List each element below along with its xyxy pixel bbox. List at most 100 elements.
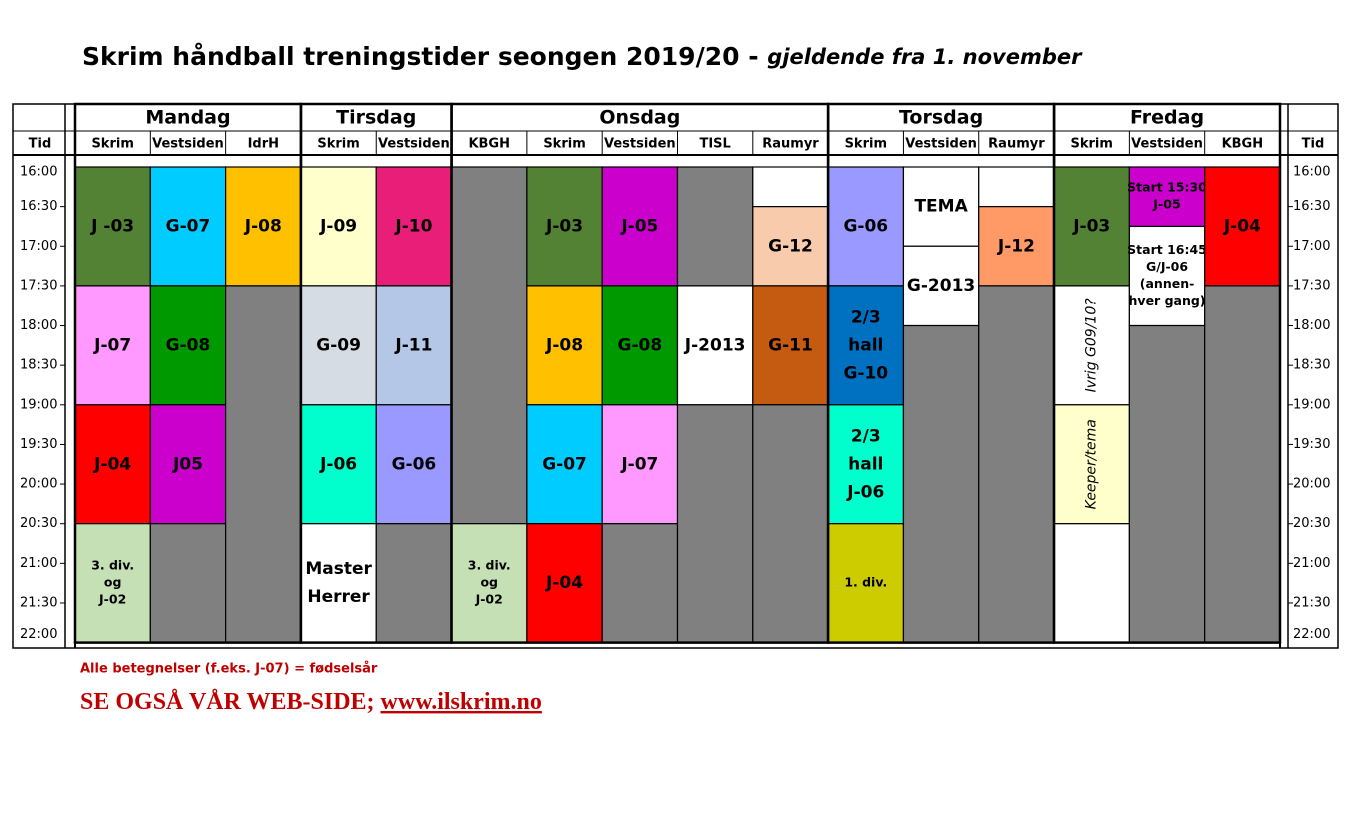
block-label: Start 15:30 [1127, 180, 1207, 195]
time-block [149, 285, 227, 406]
time-label: 18:00 [1293, 318, 1330, 333]
time-label: 22:00 [1293, 627, 1330, 642]
time-block [450, 166, 528, 525]
time-label: 21:00 [1293, 556, 1330, 571]
time-block [300, 285, 377, 406]
time-label: 16:00 [20, 165, 57, 180]
block-label: J-03 [545, 216, 583, 236]
venue-name: Vestsiden [378, 137, 450, 152]
block-label: 3. div. [468, 558, 511, 573]
block-label: G-12 [768, 236, 813, 256]
day-name: Torsdag [899, 107, 983, 129]
time-block [752, 285, 829, 406]
block-label: J-2013 [684, 335, 746, 355]
time-label: 21:00 [20, 556, 57, 571]
venue-name: Raumyr [762, 137, 819, 152]
time-block [827, 166, 905, 287]
time-block [74, 404, 151, 525]
title-sub: gjeldende fra 1. november [767, 45, 1083, 69]
time-label: 21:30 [1293, 595, 1330, 610]
block-label: G-2013 [907, 276, 975, 296]
block-label: Keeper/tema [1084, 419, 1100, 509]
block-label: hall [848, 335, 883, 355]
time-block [74, 166, 151, 287]
time-block [300, 166, 377, 287]
block-label: 2/3 [851, 426, 881, 446]
table-border [12, 103, 1339, 649]
time-block [902, 245, 980, 327]
time-block [375, 166, 453, 287]
block-label: G/J-06 [1146, 259, 1188, 274]
time-block [225, 166, 302, 287]
time-block [1053, 285, 1130, 406]
time-label: 20:00 [1293, 477, 1330, 492]
time-block [1128, 324, 1206, 644]
time-block [752, 206, 829, 287]
time-block [601, 523, 679, 644]
time-block [300, 404, 377, 525]
venue-name: Vestsiden [152, 137, 224, 152]
time-label: 17:00 [1293, 239, 1330, 254]
block-label: TEMA [914, 197, 968, 217]
time-block [676, 166, 754, 287]
block-label: G-06 [392, 454, 437, 474]
time-label: 19:30 [1293, 437, 1330, 452]
time-block [526, 285, 603, 406]
time-block [149, 523, 227, 644]
block-label: J-07 [93, 335, 131, 355]
day-name: Fredag [1130, 107, 1204, 129]
block-label: Ivrig G09/10? [1084, 298, 1100, 393]
see-also: SE OGSÅ VÅR WEB-SIDE; www.ilskrim.no [80, 689, 542, 715]
block-label: J-12 [997, 236, 1035, 256]
time-block [526, 404, 603, 525]
venue-name: KBGH [468, 137, 510, 152]
block-label: J-02 [475, 592, 503, 607]
time-label: 22:00 [20, 627, 57, 642]
venue-name: Vestsiden [1131, 137, 1203, 152]
time-label: 17:30 [20, 278, 57, 293]
time-block [601, 285, 679, 406]
time-block [978, 206, 1055, 287]
time-block [752, 166, 829, 208]
time-label: 20:30 [1293, 516, 1330, 531]
time-block [375, 404, 453, 525]
time-label: 19:00 [1293, 397, 1330, 412]
venue-name: KBGH [1222, 137, 1264, 152]
block-label: J-10 [394, 216, 432, 236]
block-label: J-03 [1072, 216, 1110, 236]
day-name: Tirsdag [336, 107, 416, 129]
block-label: Herrer [307, 587, 370, 607]
time-block [375, 523, 453, 644]
time-block [827, 404, 905, 525]
block-label: J05 [172, 454, 203, 474]
day-name: Onsdag [599, 107, 680, 129]
block-label: J -03 [90, 216, 134, 236]
venue-name: Skrim [543, 137, 585, 152]
time-block [978, 166, 1055, 208]
time-label: 18:00 [20, 318, 57, 333]
time-label: 16:30 [20, 199, 57, 214]
time-block [1128, 225, 1206, 327]
time-label: 18:30 [20, 358, 57, 373]
block-label: J-07 [620, 454, 658, 474]
time-block [676, 404, 754, 644]
venue-name: Vestsiden [905, 137, 977, 152]
block-label: J-08 [244, 216, 282, 236]
time-block [752, 404, 829, 644]
block-label: J-05 [620, 216, 658, 236]
block-label: J-06 [846, 482, 884, 502]
block-label: og [104, 575, 122, 590]
time-block [74, 523, 151, 644]
venue-name: Vestsiden [604, 137, 676, 152]
time-block [375, 285, 453, 406]
time-block [1128, 166, 1206, 228]
time-label: 17:00 [20, 239, 57, 254]
time-block [1053, 523, 1130, 644]
block-label: J-04 [93, 454, 131, 474]
time-block [601, 166, 679, 287]
block-label: G-11 [768, 335, 813, 355]
time-header: Tid [1302, 137, 1325, 152]
footer-note: Alle betegnelser (f.eks. J-07) = fødsels… [80, 662, 378, 677]
website-link[interactable]: www.ilskrim.no [381, 689, 542, 715]
